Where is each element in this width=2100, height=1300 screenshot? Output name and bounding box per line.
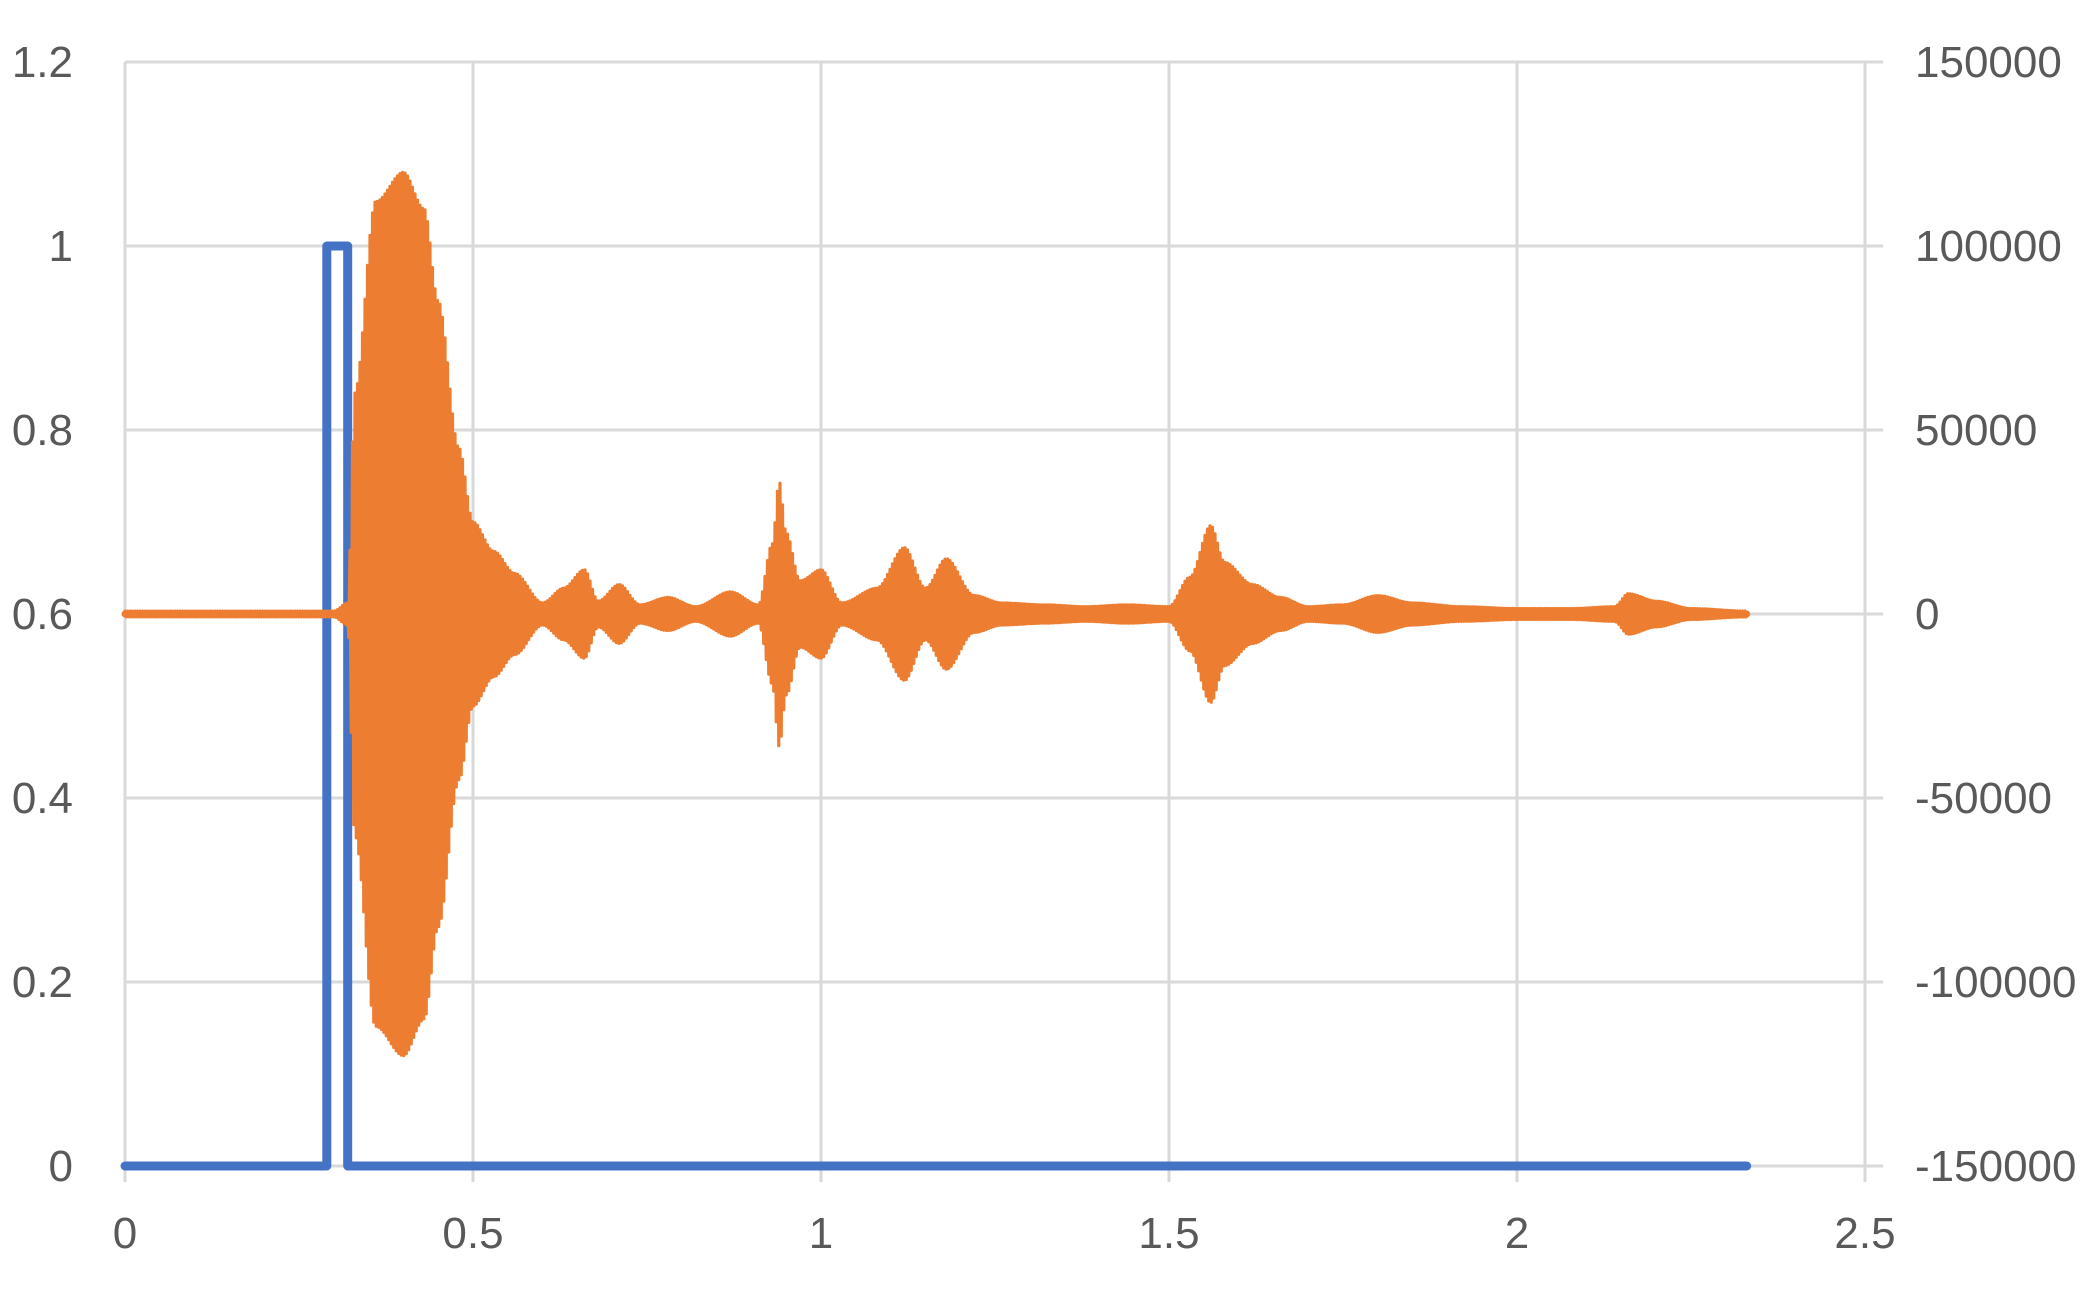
y2-tick-label: -50000 — [1915, 774, 2052, 823]
y2-tick-label: -150000 — [1915, 1142, 2076, 1191]
x-tick-label: 2.5 — [1834, 1209, 1895, 1258]
x-tick-label: 2 — [1505, 1209, 1529, 1258]
y2-tick-label: 0 — [1915, 590, 1939, 639]
y-tick-label: 1.2 — [12, 38, 73, 87]
series-layer — [125, 173, 1747, 1167]
y2-tick-label: 150000 — [1915, 38, 2062, 87]
x-tick-label: 1.5 — [1138, 1209, 1199, 1258]
x-tick-label: 0 — [113, 1209, 137, 1258]
y-tick-label: 0 — [49, 1142, 73, 1191]
y-tick-label: 0.2 — [12, 958, 73, 1007]
y2-tick-label: -100000 — [1915, 958, 2076, 1007]
y-tick-label: 0.6 — [12, 590, 73, 639]
y2-tick-label: 50000 — [1915, 406, 2037, 455]
axis-layer: 0 0.2 0.4 0.6 0.8 1 1.2 -150000 -100000 -50000 0 50… — [12, 38, 2077, 1258]
x-tick-label: 1 — [809, 1209, 833, 1258]
y-tick-label: 0.8 — [12, 406, 73, 455]
x-tick-label: 0.5 — [442, 1209, 503, 1258]
y-tick-label: 1 — [49, 222, 73, 271]
y-tick-label: 0.4 — [12, 774, 73, 823]
y2-tick-label: 100000 — [1915, 222, 2062, 271]
